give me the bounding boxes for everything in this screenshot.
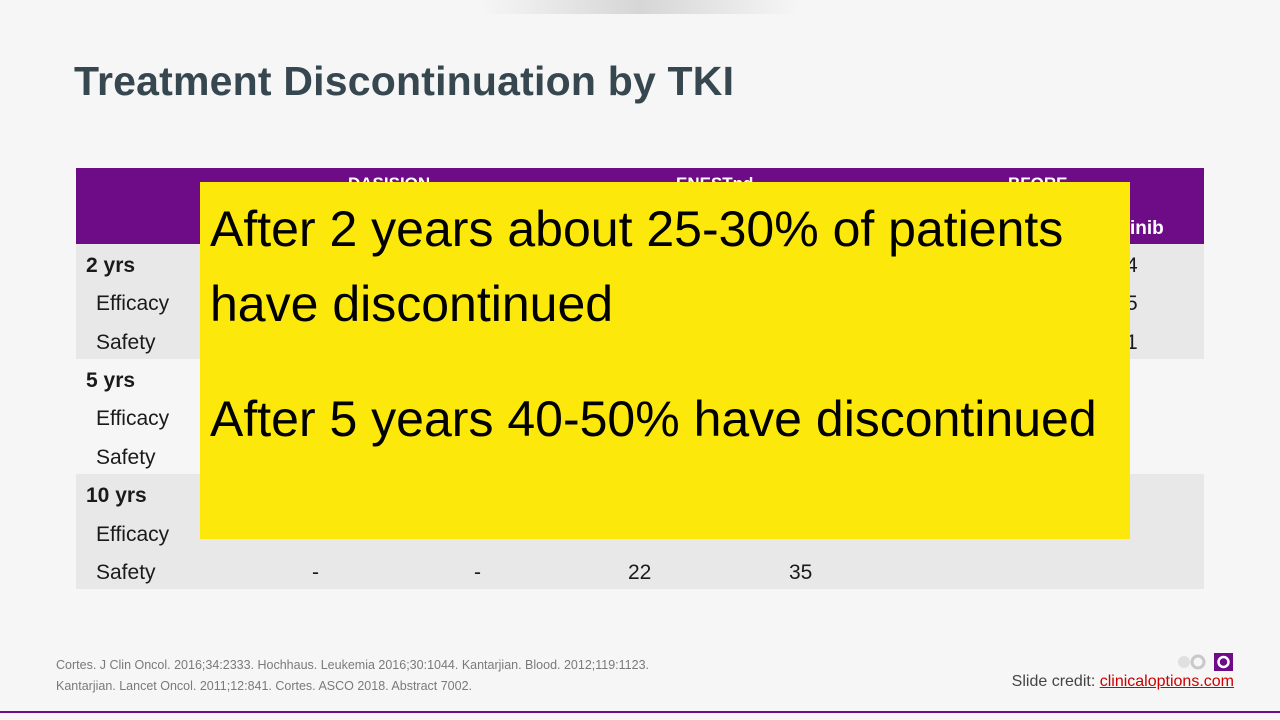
bottom-rule	[0, 711, 1280, 713]
citation-line-1: Cortes. J Clin Oncol. 2016;34:2333. Hoch…	[56, 658, 649, 672]
row-label-5yrs-safety: Safety	[96, 446, 156, 469]
cell-2yrs-safety-bfore: 1	[1126, 331, 1138, 354]
credit-link[interactable]: clinicaloptions.com	[1099, 673, 1234, 690]
cell-10yrs-safety-dasision-imatinib: -	[474, 561, 481, 584]
yellow-callout: After 2 years about 25-30% of patients h…	[200, 182, 1130, 539]
credit-prefix: Slide credit:	[1011, 673, 1096, 690]
top-decoration	[480, 0, 800, 14]
callout-line-2yrs: After 2 years about 25-30% of patients h…	[210, 201, 1064, 332]
cell-10yrs-safety-dasision-dasatinib: -	[312, 561, 319, 584]
slide-title: Treatment Discontinuation by TKI	[74, 58, 735, 104]
row-label-2yrs: 2 yrs	[86, 254, 136, 277]
cell-10yrs-safety-enestnd-imatinib: 35	[789, 561, 813, 584]
row-label-2yrs-safety: Safety	[96, 331, 156, 354]
cell-2yrs-bfore: 4	[1126, 254, 1138, 277]
cell-10yrs-safety-enestnd-nilotinib: 22	[628, 561, 652, 584]
cell-2yrs-efficacy-bfore: 5	[1126, 292, 1138, 315]
row-label-2yrs-efficacy: Efficacy	[96, 292, 170, 315]
row-label-10yrs-safety: Safety	[96, 561, 156, 584]
cco-logo-icon	[1176, 652, 1234, 672]
header-subcolumn: inib	[1130, 218, 1164, 239]
citation-line-2: Kantarjian. Lancet Oncol. 2011;12:841. C…	[56, 679, 473, 693]
slide-credit: Slide credit: clinicaloptions.com	[1012, 673, 1234, 691]
citation: Cortes. J Clin Oncol. 2016;34:2333. Hoch…	[56, 655, 816, 697]
row-label-5yrs-efficacy: Efficacy	[96, 407, 170, 430]
row-label-10yrs: 10 yrs	[86, 484, 147, 507]
row-label-5yrs: 5 yrs	[86, 369, 136, 392]
row-label-10yrs-efficacy: Efficacy	[96, 523, 170, 546]
callout-line-5yrs: After 5 years 40-50% have discontinued	[210, 391, 1097, 447]
